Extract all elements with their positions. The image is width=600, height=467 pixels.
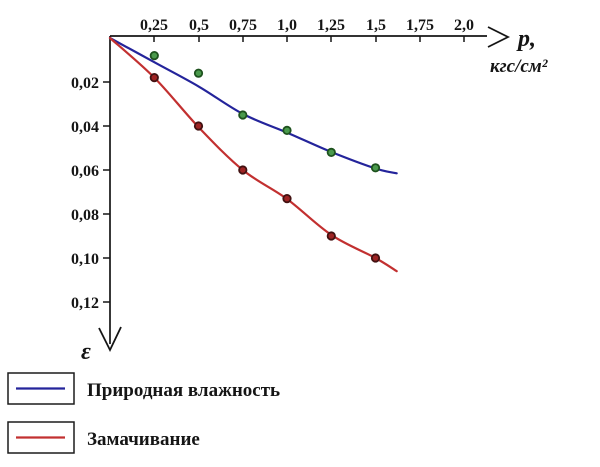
- x-tick-label: 2,0: [454, 17, 474, 34]
- x-tick-label: 0,5: [189, 17, 209, 34]
- data-point: [370, 163, 381, 173]
- x-tick-label: 1,25: [317, 17, 345, 34]
- x-axis-title: p,: [516, 26, 536, 52]
- data-point: [326, 231, 336, 241]
- y-tick-label: 0,04: [71, 119, 99, 136]
- x-tick-label: 1,5: [366, 17, 386, 34]
- legend-item-soaking: Замачивание: [7, 421, 200, 454]
- data-point: [149, 73, 159, 83]
- x-axis-unit-label: кгс/см²: [490, 56, 549, 77]
- y-tick-label: 0,10: [71, 251, 99, 268]
- x-axis: 0,25 0,5 0,75 1,0 1,25 1,5 1,75 2,0 p, к…: [110, 17, 549, 77]
- x-axis-arrow-icon: [487, 26, 511, 48]
- y-tick-label: 0,06: [71, 163, 99, 180]
- x-tick-label: 0,75: [229, 17, 257, 34]
- data-point: [238, 165, 248, 175]
- series-curve-1: [108, 36, 398, 273]
- y-tick-label: 0,02: [71, 75, 99, 92]
- legend-label: Природная влажность: [87, 380, 280, 401]
- y-axis-title: ε: [81, 339, 91, 365]
- x-tick-label: 0,25: [140, 17, 168, 34]
- legend-label: Замачивание: [87, 429, 200, 450]
- data-point: [238, 110, 248, 120]
- data-point: [370, 253, 381, 263]
- data-point: [282, 125, 292, 135]
- series-layer: [108, 36, 398, 273]
- x-tick-label: 1,75: [406, 17, 434, 34]
- x-tick-label: 1,0: [277, 17, 297, 34]
- legend: Природная влажность Замачивание: [7, 372, 280, 454]
- data-point: [193, 121, 204, 131]
- data-point: [149, 50, 159, 61]
- y-axis: 0,02 0,04 0,06 0,08 0,10 0,12 ε: [71, 36, 122, 365]
- data-point: [193, 68, 204, 78]
- data-point: [326, 147, 336, 157]
- y-tick-label: 0,08: [71, 207, 99, 224]
- data-point: [282, 194, 292, 204]
- legend-item-natural-moisture: Природная влажность: [7, 372, 280, 405]
- y-tick-label: 0,12: [71, 295, 99, 312]
- y-axis-arrow-icon: [98, 326, 122, 353]
